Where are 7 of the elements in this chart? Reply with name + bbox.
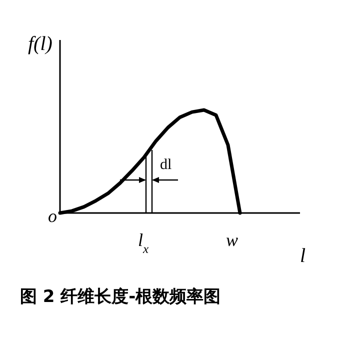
text: l$_{x}$ bbox=[138, 230, 150, 256]
y-axis-title: f(l) bbox=[28, 33, 53, 55]
caption: 图 2 纤维长度-根数频率图 bbox=[20, 287, 221, 307]
annotation: o bbox=[48, 206, 57, 226]
text: w bbox=[226, 230, 238, 250]
annotation: dl bbox=[160, 157, 172, 173]
x-axis-title: l bbox=[300, 245, 306, 267]
